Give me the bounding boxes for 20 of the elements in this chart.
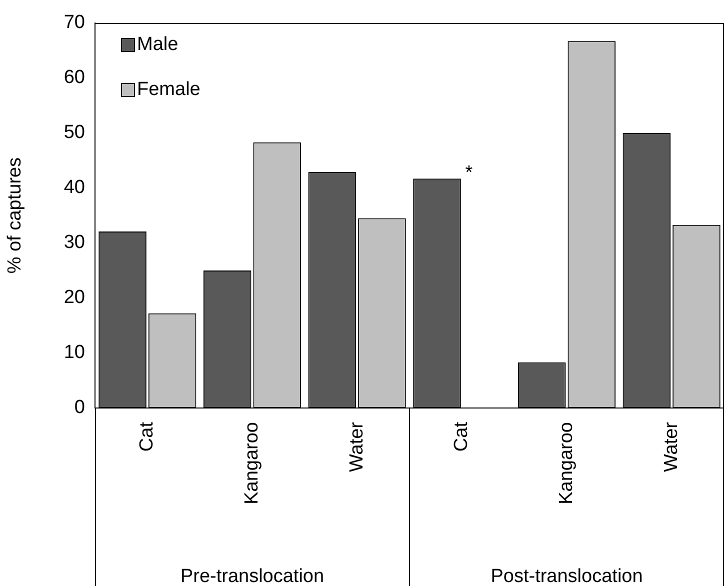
x-tick-label: Water [346, 421, 368, 472]
data-label: * [465, 162, 474, 184]
legend-label: Female [137, 79, 200, 100]
y-tick-label: 60 [64, 67, 85, 88]
y-tick-label: 0 [74, 397, 85, 418]
y-axis-title: % of captures [4, 157, 26, 274]
x-tick-label: Cat [451, 421, 472, 452]
x-tick-label: Kangaroo [241, 422, 262, 504]
text: Pre-translocation [180, 566, 324, 586]
y-tick-label: 10 [64, 342, 85, 364]
y-tick-label: 30 [64, 232, 85, 254]
y-tick-label: 70 [64, 12, 85, 34]
x-tick-label: Cat [136, 421, 158, 452]
y-tick-label: 20 [64, 287, 85, 308]
legend-label: Male [137, 34, 178, 56]
x-tick-label: Kangaroo [556, 422, 577, 504]
text: Post-translocation [490, 566, 643, 586]
x-tick-label: Water [660, 421, 682, 472]
y-tick-label: 50 [64, 122, 85, 144]
y-tick-label: 40 [64, 177, 85, 198]
